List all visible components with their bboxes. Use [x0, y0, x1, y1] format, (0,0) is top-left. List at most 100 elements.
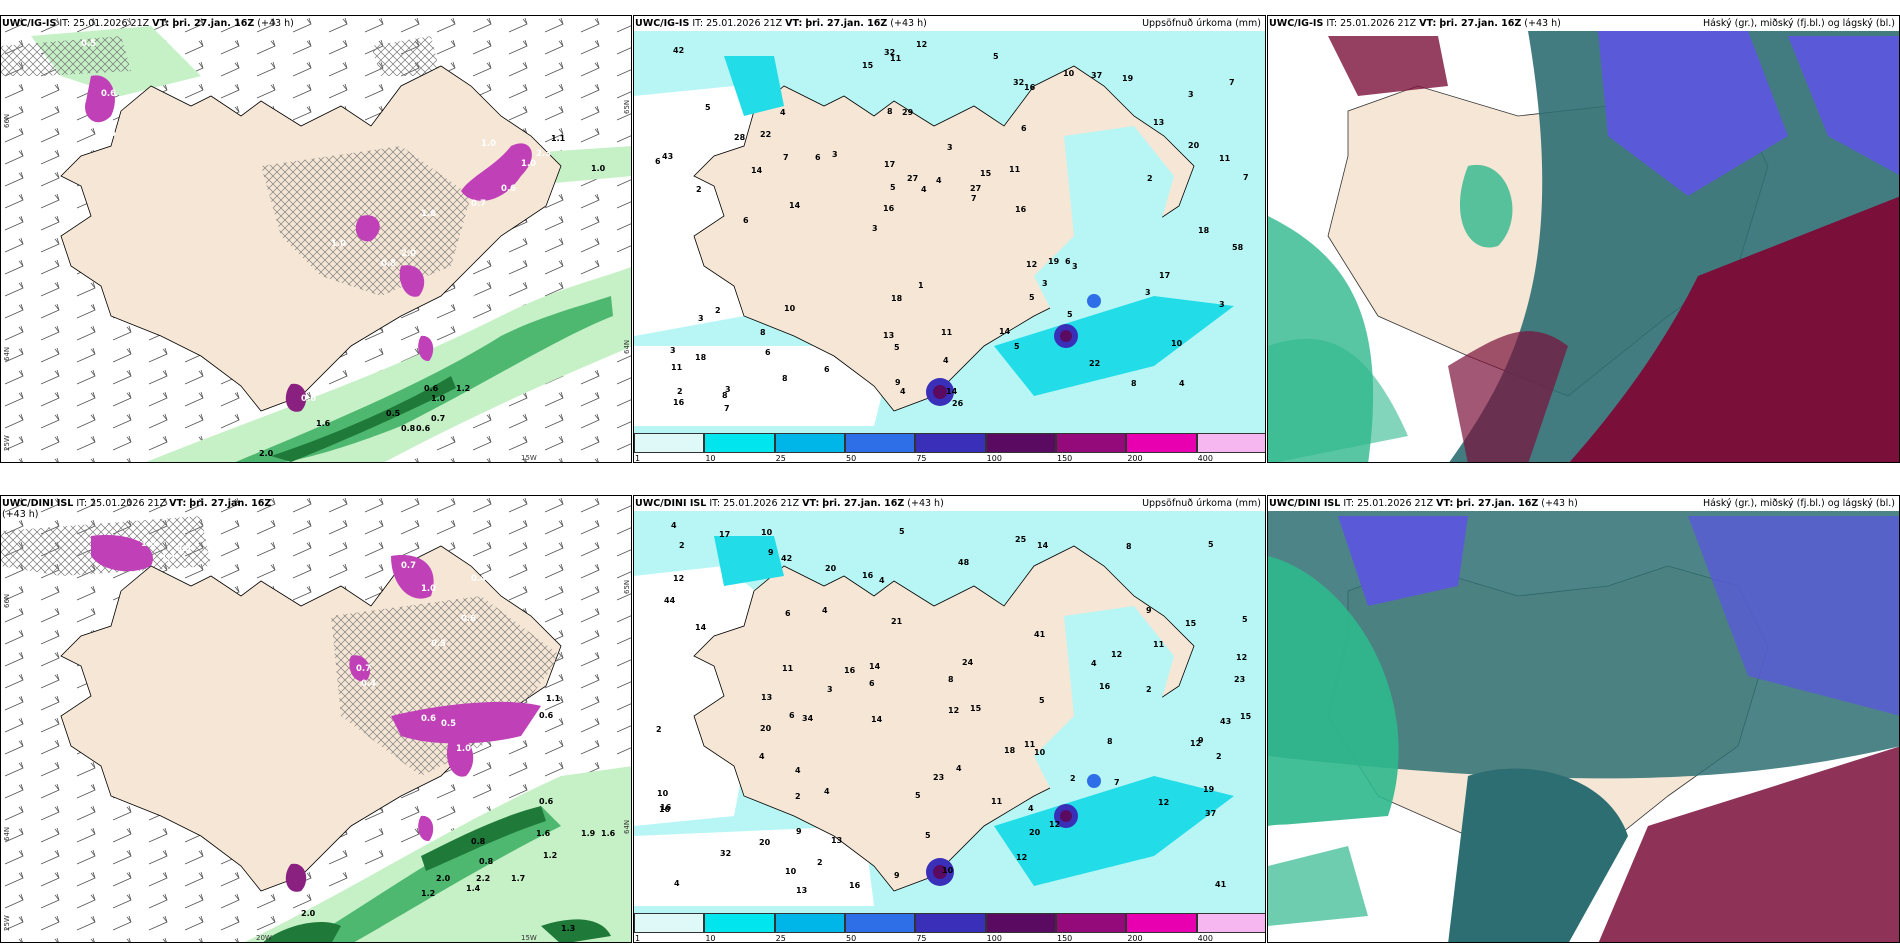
panel-subtitle: Háský (gr.), miðský (fj.bl.) og lágský (…	[1702, 18, 1895, 29]
value-label: 10	[942, 866, 954, 875]
value-label: 2	[1146, 685, 1152, 694]
value-label: 12	[916, 40, 927, 49]
lat-label: 25W	[3, 435, 11, 451]
value-label: 8	[887, 107, 893, 116]
value-label: 1.0	[591, 164, 606, 173]
value-label: 0.5	[441, 719, 456, 729]
value-label: 7	[724, 404, 730, 413]
value-label: 12	[673, 574, 684, 583]
value-label: 12	[1016, 853, 1027, 862]
colorbar-label: 200	[1127, 454, 1143, 463]
value-label: 1.2	[421, 889, 435, 898]
value-label: 4	[1179, 379, 1185, 388]
value-label: 25	[1015, 535, 1027, 544]
lat-label: 65N	[623, 579, 631, 594]
value-label: 15	[862, 61, 874, 70]
value-label: 14	[999, 327, 1011, 336]
value-label: 16	[883, 204, 895, 213]
value-label: 20	[760, 724, 772, 733]
value-label: 2.2	[476, 874, 490, 883]
value-label: 17	[884, 160, 895, 169]
panel-title: UWC/DINI ISL IT: 25.01.2026 21Z VT: þri.…	[635, 498, 944, 509]
value-label: 3	[1188, 90, 1194, 99]
value-label: 6	[824, 365, 830, 374]
lon-label: 15W	[521, 934, 537, 942]
value-label: 29	[902, 108, 914, 117]
value-label: 9	[894, 871, 900, 880]
value-label: 8	[782, 374, 788, 383]
value-label: 22	[1089, 359, 1100, 368]
colorbar-segment	[1055, 913, 1127, 933]
value-label: 0.6	[416, 424, 431, 433]
value-label: 0.5	[431, 639, 446, 649]
colorbar-segment	[1126, 433, 1197, 453]
value-label: 19	[1048, 257, 1060, 266]
value-label: 12	[948, 706, 959, 715]
value-label: 37	[1205, 809, 1216, 818]
value-label: 6	[655, 157, 661, 166]
colorbar-segment	[634, 913, 705, 933]
value-label: 1.6	[601, 829, 616, 838]
value-label: 1.2	[456, 384, 470, 393]
value-label: 32	[720, 849, 731, 858]
value-label: 10	[785, 867, 797, 876]
colorbar-label: 10	[705, 454, 716, 463]
colorbar-segment	[704, 433, 775, 453]
colorbar-label: 10	[705, 934, 716, 943]
value-label: 2.0	[301, 909, 316, 918]
value-label: 6	[815, 153, 821, 162]
panel-top-middle-accum-precip: UWC/IG-IS IT: 25.01.2026 21Z VT: þri. 27…	[633, 15, 1266, 463]
colorbar-label: 400	[1197, 454, 1213, 463]
value-label: 0.5	[101, 129, 116, 139]
colorbar-segment	[844, 433, 916, 453]
value-label: 42	[781, 554, 792, 563]
colorbar	[634, 913, 1265, 933]
value-label: 3	[1072, 262, 1078, 271]
lon-label: 15W	[521, 454, 537, 462]
value-label: 4	[1028, 804, 1034, 813]
colorbar-label: 25	[775, 934, 786, 943]
value-label: 27	[970, 184, 981, 193]
value-label: 41	[1034, 630, 1046, 639]
value-label: 4	[921, 185, 927, 194]
value-label: 9	[895, 378, 901, 387]
value-label: 0.4	[361, 679, 376, 689]
value-label: 4	[674, 879, 680, 888]
value-label: 0.8	[479, 857, 494, 866]
value-label: 5	[705, 103, 711, 112]
value-label: 27	[907, 174, 918, 183]
colorbar-label: 150	[1057, 454, 1073, 463]
value-label: 4	[795, 766, 801, 775]
value-label: 4	[1091, 659, 1097, 668]
value-label: 18	[1004, 746, 1016, 755]
colorbar-label: 75	[916, 934, 927, 943]
colorbar-label: 50	[846, 934, 857, 943]
value-label: 14	[869, 662, 881, 671]
value-label: 0.6	[101, 89, 116, 99]
value-label: 0.7	[431, 414, 445, 423]
lon-label: 20W	[256, 934, 272, 942]
value-label: 13	[1153, 118, 1164, 127]
value-label: 2.0	[259, 449, 274, 458]
value-label: 4	[943, 356, 949, 365]
value-label: 0.5	[81, 39, 96, 49]
precip-value-labels: 0.5 1.8 1.1 0.7 1.0 0.4 0.6 0.5 0.7 0.4 …	[141, 539, 616, 933]
value-label: 14	[789, 201, 801, 210]
map-clouds	[1268, 511, 1899, 942]
value-label: 11	[1153, 640, 1165, 649]
value-label: 0.4	[471, 574, 486, 584]
value-label: 1.6	[536, 829, 551, 838]
value-label: 0.6	[461, 614, 476, 624]
value-label: 5	[1039, 696, 1045, 705]
value-label: 11	[1024, 740, 1036, 749]
value-label: 1.9	[581, 829, 596, 838]
value-label: 16	[849, 881, 861, 890]
value-label: 2	[679, 541, 685, 550]
value-label: 8	[948, 675, 954, 684]
value-label: 7	[1114, 778, 1120, 787]
value-label: 13	[796, 886, 807, 895]
value-label: 5	[1208, 540, 1214, 549]
value-label: 4	[822, 606, 828, 615]
value-label: 2	[677, 387, 683, 396]
value-label: 1	[918, 281, 924, 290]
